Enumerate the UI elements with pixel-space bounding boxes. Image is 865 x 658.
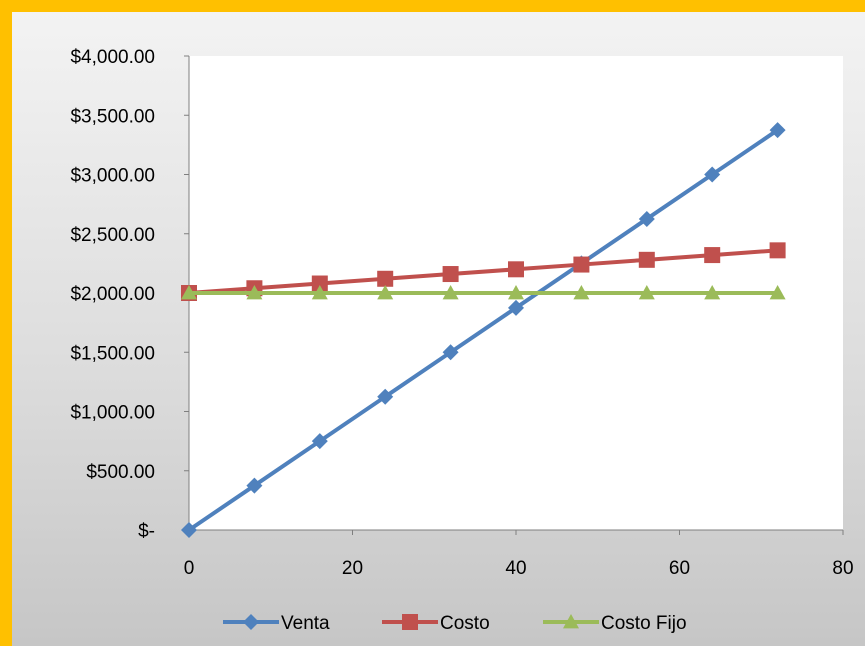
y-tick-label: $500.00 [86, 462, 155, 483]
legend-marker [563, 614, 579, 629]
line-chart: $- $500.00 $1,000.00 $1,500.00 $2,000.00 $2,5… [70, 47, 854, 634]
data-point [508, 299, 524, 316]
legend-item: Venta [223, 613, 330, 634]
x-tick-label: 0 [184, 558, 195, 579]
x-tick-label: 40 [505, 558, 526, 579]
x-axis-tick-labels: 0 20 40 60 80 [184, 558, 854, 579]
data-point [311, 285, 328, 300]
data-point [246, 285, 263, 300]
data-point [311, 433, 328, 450]
data-point [704, 285, 721, 300]
y-axis-tick-labels: $- $500.00 $1,000.00 $1,500.00 $2,000.00 $2,5… [70, 47, 155, 542]
data-point [442, 285, 459, 300]
data-point [377, 270, 394, 287]
y-tick-label: $3,000.00 [70, 166, 155, 187]
legend: Venta Costo Costo Fijo [223, 613, 687, 634]
data-point [769, 285, 786, 300]
data-point [377, 285, 394, 300]
data-point [769, 242, 786, 259]
data-point [638, 285, 655, 300]
legend-label: Costo [440, 613, 490, 634]
y-tick-label: $- [138, 521, 155, 542]
data-point [442, 266, 459, 283]
data-point [769, 122, 786, 139]
data-point [638, 251, 655, 268]
data-point [181, 285, 197, 300]
series-costo-fijo [181, 285, 786, 300]
x-tick-label: 80 [832, 558, 853, 579]
y-tick-label: $2,000.00 [70, 284, 155, 305]
y-tick-label: $2,500.00 [70, 225, 155, 246]
data-point [181, 522, 197, 538]
series-line [188, 248, 778, 295]
legend-label: Costo Fijo [601, 613, 687, 634]
data-point [638, 210, 655, 227]
data-point [573, 256, 590, 273]
data-point [311, 275, 328, 292]
x-tick-label: 60 [669, 558, 690, 579]
y-tick-label: $1,500.00 [70, 343, 155, 364]
data-point [704, 247, 721, 264]
legend-item: Costo Fijo [543, 613, 687, 634]
legend-marker [402, 614, 418, 630]
data-point [704, 166, 721, 183]
y-tick-label: $3,500.00 [70, 106, 155, 127]
data-point [508, 261, 524, 278]
y-tick-label: $1,000.00 [70, 403, 155, 424]
y-tick-label: $4,000.00 [70, 47, 155, 68]
data-point [442, 344, 459, 361]
legend-marker [243, 614, 259, 630]
data-point [508, 285, 524, 300]
x-tick-label: 20 [342, 558, 363, 579]
legend-label: Venta [281, 613, 330, 634]
series-layer [181, 122, 786, 538]
series-line [187, 128, 779, 532]
data-point [246, 477, 263, 494]
data-point [573, 285, 590, 300]
data-point [377, 388, 394, 405]
legend-item: Costo [382, 613, 490, 634]
